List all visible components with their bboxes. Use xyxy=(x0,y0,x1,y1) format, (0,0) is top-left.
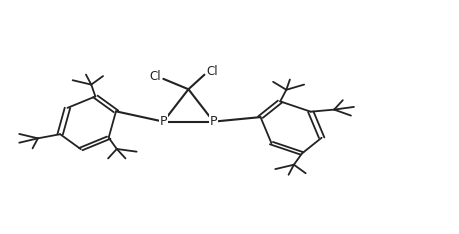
Text: Cl: Cl xyxy=(207,66,218,78)
Text: P: P xyxy=(160,115,167,128)
Text: Cl: Cl xyxy=(150,70,161,83)
Text: P: P xyxy=(210,115,217,128)
